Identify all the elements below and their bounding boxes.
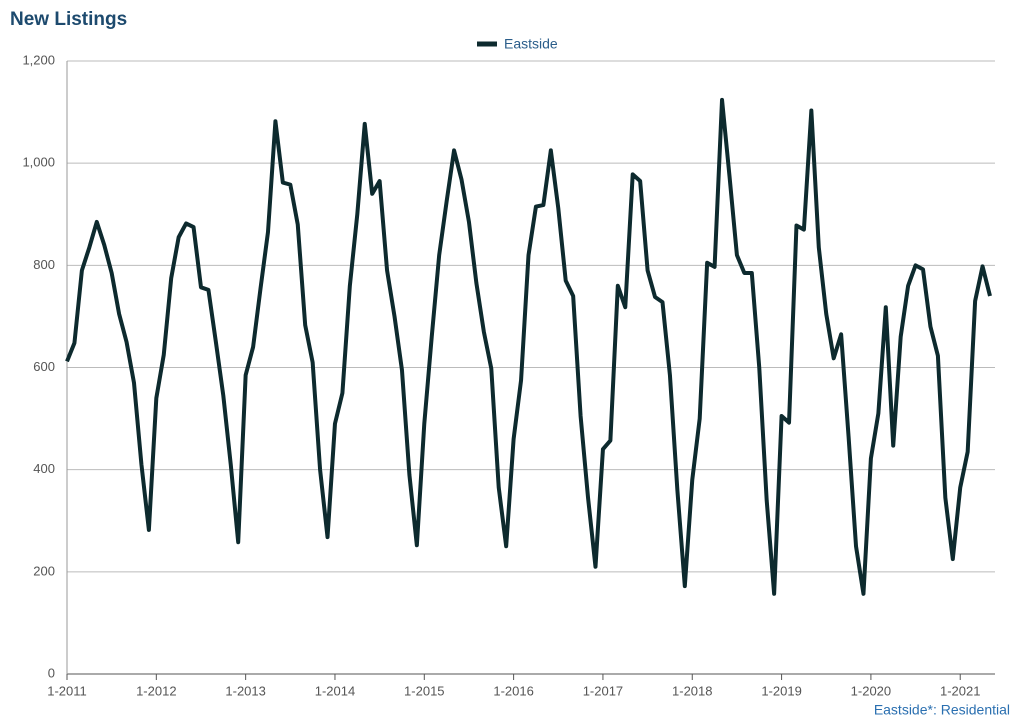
footer: Eastside*: Residential [874,702,1010,718]
y-tick-label: 200 [33,563,55,578]
x-tick-label: 1-2011 [47,683,87,698]
x-tick-label: 1-2015 [404,683,444,698]
x-tick-label: 1-2018 [672,683,712,698]
x-tick-label: 1-2014 [315,683,355,698]
x-tick-label: 1-2012 [136,683,176,698]
y-tick-label: 0 [48,665,55,680]
y-tick-label: 400 [33,461,55,476]
x-tick-label: 1-2017 [583,683,623,698]
data-line [65,97,992,596]
x-tick-label: 1-2016 [493,683,533,698]
x-tick-label: 1-2019 [761,683,801,698]
y-tick-label: 600 [33,359,55,374]
y-tick-label: 800 [33,257,55,272]
chart-title: New Listings [10,9,127,30]
x-tick-label: 1-2021 [940,683,980,698]
y-tick-label: 1,200 [22,52,55,67]
y-tick-label: 1,000 [22,155,55,170]
x-tick-label: 1-2013 [225,683,265,698]
legend-label: Eastside [504,36,558,52]
x-tick-label: 1-2020 [851,683,891,698]
